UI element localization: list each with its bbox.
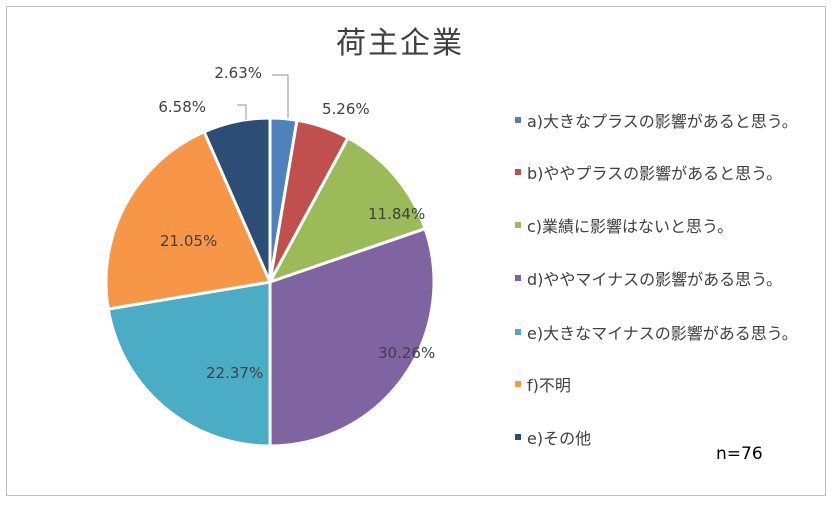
data-label: 11.84% (368, 205, 425, 223)
legend-swatch (515, 329, 521, 335)
legend-swatch (515, 381, 521, 387)
pie-slice (106, 280, 272, 448)
legend-label: a)大きなプラスの影響があると思う。 (527, 112, 798, 131)
data-label: 2.63% (214, 64, 262, 82)
data-label: 6.58% (158, 98, 206, 116)
legend-item: b)ややプラスの影響があると思う。 (515, 160, 782, 184)
pie-slice (104, 129, 273, 311)
legend-label: d)ややマイナスの影響がある思う。 (527, 270, 783, 289)
legend-item: a)大きなプラスの影響があると思う。 (515, 108, 798, 132)
sample-size-note: n=76 (716, 444, 763, 464)
chart-title: 荷主企業 (336, 26, 464, 61)
legend-swatch (515, 275, 521, 281)
legend-label: e)その他 (527, 429, 592, 448)
pie-slice (268, 226, 436, 448)
legend-swatch (515, 222, 521, 228)
pie-slice (202, 116, 272, 283)
data-label: 21.05% (160, 232, 217, 250)
legend-item: e)大きなマイナスの影響がある思う。 (515, 320, 798, 344)
legend-swatch (515, 117, 521, 123)
legend-swatch (515, 169, 521, 175)
legend-swatch (515, 434, 521, 440)
legend-label: c)業績に影響はないと思う。 (527, 217, 734, 236)
data-label: 5.26% (322, 100, 370, 118)
data-label: 30.26% (378, 344, 435, 362)
legend-label: b)ややプラスの影響があると思う。 (527, 164, 783, 183)
legend-label: e)大きなマイナスの影響がある思う。 (527, 324, 798, 343)
legend-item: c)業績に影響はないと思う。 (515, 213, 733, 237)
legend-item: d)ややマイナスの影響がある思う。 (515, 266, 782, 290)
leader-line (272, 74, 289, 118)
leader-line (237, 104, 247, 120)
data-label: 22.37% (206, 364, 263, 382)
legend-item: f)不明 (515, 372, 571, 396)
pie-slice (266, 135, 428, 285)
legend-label: f)不明 (527, 376, 571, 395)
legend-item: e)その他 (515, 425, 591, 449)
